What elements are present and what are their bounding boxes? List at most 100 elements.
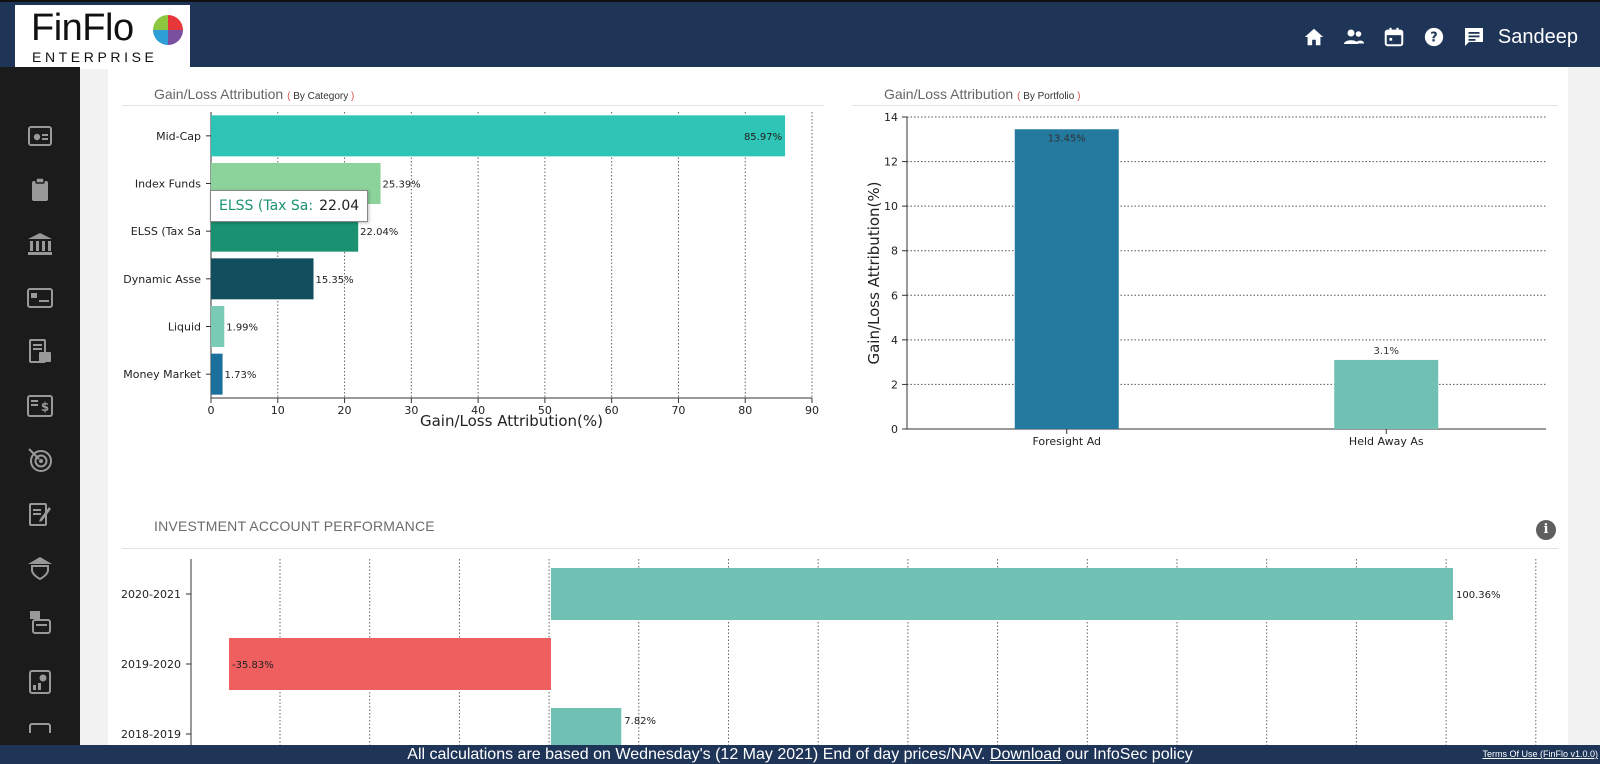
category-panel-title: Gain/Loss Attribution ( By Category ) bbox=[154, 86, 355, 102]
x-tick-label: 20 bbox=[338, 404, 352, 417]
terms-of-use-link[interactable]: Terms Of Use (FinFlo v1.0.0) bbox=[1482, 749, 1598, 759]
footer-text-post: our InfoSec policy bbox=[1065, 746, 1193, 763]
bar-value-label: 85.97% bbox=[744, 132, 782, 143]
portfolio-panel-title: Gain/Loss Attribution ( By Portfolio ) bbox=[884, 86, 1081, 102]
chat-icon[interactable] bbox=[1462, 25, 1486, 49]
x-axis-title: Gain/Loss Attribution(%) bbox=[420, 412, 603, 430]
bar-value-label: 100.36% bbox=[1456, 590, 1501, 601]
tools-icon[interactable] bbox=[27, 609, 53, 635]
category-label: Foresight Ad bbox=[1032, 435, 1101, 448]
x-tick-label: 70 bbox=[671, 404, 685, 417]
y-tick-label: 2 bbox=[891, 378, 898, 391]
performance-bar bbox=[551, 568, 1453, 620]
year-label: 2020-2021 bbox=[121, 588, 181, 601]
svg-text:$: $ bbox=[41, 400, 49, 414]
bar-value-label: 13.45% bbox=[1048, 133, 1086, 144]
finflo-logo[interactable]: FinFlo ENTERPRISE bbox=[15, 5, 190, 69]
goal-icon[interactable] bbox=[27, 447, 53, 473]
help-icon[interactable]: ? bbox=[1422, 25, 1446, 49]
portfolio-bar bbox=[1334, 359, 1439, 429]
y-tick-label: 4 bbox=[891, 334, 898, 347]
info-icon[interactable]: i bbox=[1536, 520, 1556, 540]
home-icon[interactable] bbox=[1302, 25, 1326, 49]
y-tick-label: 0 bbox=[891, 423, 898, 436]
portfolio-icon[interactable] bbox=[27, 669, 53, 695]
category-label: Held Away As bbox=[1349, 435, 1424, 448]
y-tick-label: 12 bbox=[884, 156, 898, 169]
category-label: Liquid bbox=[168, 321, 201, 334]
brand-name: FinFlo bbox=[31, 7, 134, 49]
tooltip-label: ELSS (Tax Sa: bbox=[219, 198, 314, 214]
y-tick-label: 14 bbox=[884, 111, 898, 124]
x-tick-label: 30 bbox=[404, 404, 418, 417]
category-bar bbox=[211, 306, 225, 347]
bar-value-label: 7.82% bbox=[624, 716, 656, 727]
edit-icon[interactable] bbox=[27, 501, 53, 527]
x-tick-label: 0 bbox=[208, 404, 215, 417]
tooltip-value: 22.04 bbox=[319, 198, 360, 214]
performance-title-rule bbox=[122, 548, 1558, 549]
bank-icon[interactable] bbox=[27, 231, 53, 257]
portfolio-title-text: Gain/Loss Attribution bbox=[884, 86, 1014, 102]
y-tick-label: 8 bbox=[891, 245, 898, 258]
more-icon[interactable] bbox=[27, 721, 53, 735]
bar-value-label: -35.83% bbox=[232, 660, 274, 671]
footer-text-pre: All calculations are based on Wednesday'… bbox=[407, 746, 986, 763]
category-bar bbox=[211, 115, 786, 157]
category-title-rule bbox=[122, 105, 824, 106]
category-label: Mid-Cap bbox=[156, 130, 201, 143]
x-tick-label: 60 bbox=[605, 404, 619, 417]
x-tick-label: 40 bbox=[471, 404, 485, 417]
year-label: 2018-2019 bbox=[121, 728, 181, 741]
top-nav: ? Sandeep bbox=[1302, 22, 1578, 52]
bar-value-label: 1.73% bbox=[225, 370, 257, 381]
dashboard-icon[interactable] bbox=[27, 123, 53, 149]
x-tick-label: 10 bbox=[271, 404, 285, 417]
sidebar: $ bbox=[0, 67, 80, 745]
footer-message: All calculations are based on Wednesday'… bbox=[0, 745, 1600, 764]
y-tick-label: 10 bbox=[884, 200, 898, 213]
x-tick-label: 80 bbox=[738, 404, 752, 417]
report-icon[interactable] bbox=[27, 339, 53, 365]
bar-value-label: 15.35% bbox=[316, 275, 354, 286]
category-label: Money Market bbox=[123, 368, 201, 381]
category-label: ELSS (Tax Sa bbox=[131, 225, 201, 238]
people-icon[interactable] bbox=[1342, 25, 1366, 49]
bar-value-label: 3.1% bbox=[1374, 346, 1399, 357]
bar-value-label: 25.39% bbox=[383, 180, 421, 191]
portfolio-qualifier: By Portfolio bbox=[1023, 91, 1075, 102]
category-label: Index Funds bbox=[135, 178, 201, 191]
footer-bar: All calculations are based on Wednesday'… bbox=[0, 745, 1600, 764]
dollar-icon[interactable]: $ bbox=[27, 393, 53, 419]
brand-subtitle: ENTERPRISE bbox=[32, 49, 158, 65]
svg-text:?: ? bbox=[1430, 31, 1437, 46]
x-tick-label: 90 bbox=[805, 404, 819, 417]
category-bar bbox=[211, 353, 223, 395]
performance-bar bbox=[228, 638, 551, 690]
x-tick-label: 50 bbox=[538, 404, 552, 417]
card-icon[interactable] bbox=[27, 285, 53, 311]
insurance-icon[interactable] bbox=[27, 555, 53, 581]
chart-tooltip: ELSS (Tax Sa: 22.04 bbox=[210, 190, 369, 222]
performance-section-title: INVESTMENT ACCOUNT PERFORMANCE bbox=[154, 518, 435, 534]
category-qualifier: By Category bbox=[293, 91, 349, 102]
download-link[interactable]: Download bbox=[989, 746, 1062, 763]
vertical-scrollbar[interactable] bbox=[1582, 67, 1600, 745]
category-label: Dynamic Asse bbox=[123, 273, 201, 286]
portfolio-bar bbox=[1014, 129, 1119, 429]
portfolio-title-rule bbox=[852, 105, 1558, 106]
y-axis-title: Gain/Loss Attribution(%) bbox=[865, 181, 883, 364]
bar-value-label: 22.04% bbox=[360, 227, 398, 238]
year-label: 2019-2020 bbox=[121, 658, 181, 671]
category-bar bbox=[211, 258, 314, 300]
clipboard-icon[interactable] bbox=[27, 177, 53, 203]
category-title-text: Gain/Loss Attribution bbox=[154, 86, 284, 102]
logo-pie-icon bbox=[153, 15, 183, 45]
performance-bar bbox=[551, 708, 622, 745]
y-tick-label: 6 bbox=[891, 289, 898, 302]
top-bar: FinFlo ENTERPRISE ? Sandeep bbox=[0, 0, 1600, 69]
bar-value-label: 1.99% bbox=[226, 323, 258, 334]
user-name[interactable]: Sandeep bbox=[1497, 25, 1578, 48]
calendar-icon[interactable] bbox=[1382, 25, 1406, 49]
